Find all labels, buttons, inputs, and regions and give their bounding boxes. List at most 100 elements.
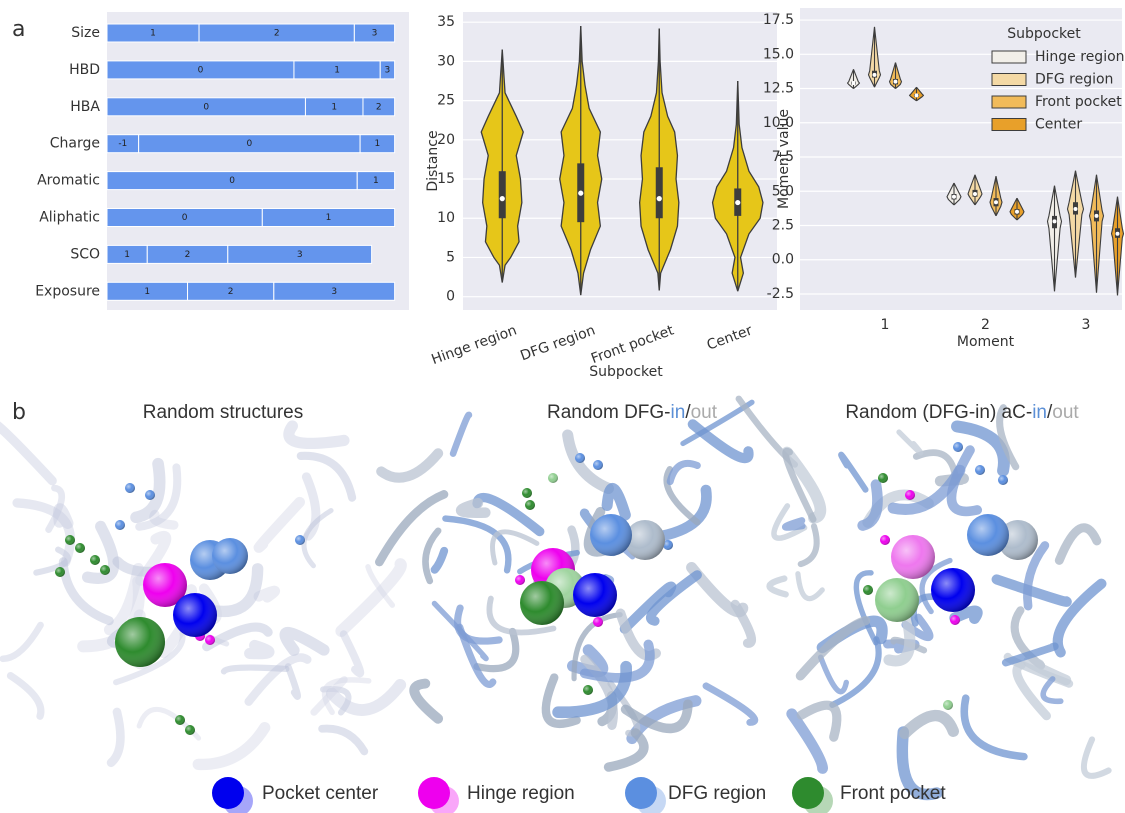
ribbon xyxy=(693,424,749,458)
ribbon xyxy=(453,415,469,454)
ribbon xyxy=(1084,739,1109,775)
segment-label: 0 xyxy=(229,176,235,186)
atom-shade xyxy=(525,500,535,510)
y-tick-label: 25 xyxy=(437,93,455,109)
y-tick-label: HBD xyxy=(69,62,100,78)
ribbon xyxy=(11,676,41,717)
ribbon xyxy=(801,526,817,564)
legend-marker xyxy=(625,777,657,809)
y-tick-label: 10 xyxy=(437,210,455,226)
atom-shade xyxy=(90,555,100,565)
atom-shade xyxy=(967,514,1009,556)
legend-label: Pocket center xyxy=(262,783,379,804)
violin-median xyxy=(657,196,662,201)
panel-title: Random DFG-in/out xyxy=(547,402,718,423)
x-tick-label: 1 xyxy=(881,317,890,333)
ribbon xyxy=(770,579,786,595)
title-part: out xyxy=(1052,402,1079,423)
legend-label: DFG region xyxy=(1035,72,1113,88)
violin-box xyxy=(656,167,663,218)
panel-title: Random (DFG-in) aC-in/out xyxy=(845,402,1079,423)
ribbon xyxy=(655,490,706,537)
ribbon xyxy=(250,645,269,653)
violin-median xyxy=(1074,207,1078,211)
atom-shade xyxy=(593,460,603,470)
y-tick-label: Charge xyxy=(50,136,100,152)
atom-shade xyxy=(55,567,65,577)
atom-shade xyxy=(875,578,919,622)
y-axis-title: Distance xyxy=(425,130,441,191)
y-tick-label: HBA xyxy=(70,99,100,115)
ribbon xyxy=(607,488,625,514)
panel-letter: b xyxy=(12,400,26,425)
ribbon xyxy=(568,435,609,488)
atom-shade xyxy=(573,573,617,617)
y-tick-label: Aromatic xyxy=(37,173,100,189)
legend-swatch xyxy=(992,119,1026,131)
ribbon xyxy=(798,574,822,599)
panel-letter: a xyxy=(12,17,25,42)
ribbon xyxy=(792,714,823,769)
atom-shade xyxy=(975,465,985,475)
title-part: in xyxy=(1032,402,1047,423)
segment-label: 2 xyxy=(376,102,382,112)
segment-label: 0 xyxy=(203,102,209,112)
violin-median xyxy=(578,191,583,196)
legend-marker xyxy=(792,777,824,809)
ribbon xyxy=(916,453,955,476)
segment-label: 1 xyxy=(331,102,337,112)
legend-marker xyxy=(212,777,244,809)
ribbon xyxy=(3,625,41,659)
ribbon xyxy=(259,502,300,547)
ribbon xyxy=(832,639,878,705)
segment-label: 1 xyxy=(124,250,130,260)
legend-label: Front pocket xyxy=(1035,94,1122,110)
atom-shade xyxy=(205,635,215,645)
ribbon xyxy=(259,591,275,598)
segment-label: 1 xyxy=(334,65,340,75)
atom-shade xyxy=(295,535,305,545)
atom-shade xyxy=(75,543,85,553)
ribbon xyxy=(821,657,847,691)
atom-shade xyxy=(891,535,935,579)
atom-shade xyxy=(185,725,195,735)
segment-label: -1 xyxy=(118,139,127,149)
x-tick-label: 3 xyxy=(1082,317,1091,333)
violin-median xyxy=(1053,219,1057,223)
violin-median xyxy=(894,80,898,84)
segment-label: 1 xyxy=(373,176,379,186)
ribbon xyxy=(609,733,644,767)
ribbon xyxy=(841,455,865,490)
segment-label: 3 xyxy=(372,29,378,39)
atom-shade xyxy=(548,473,558,483)
ribbon xyxy=(1058,584,1102,653)
segment-label: 3 xyxy=(331,287,337,297)
atom-shade xyxy=(115,520,125,530)
legend-swatch xyxy=(992,51,1026,63)
atom-shade xyxy=(593,617,603,627)
ribbon xyxy=(435,551,445,570)
violin-median xyxy=(873,73,877,77)
y-tick-label: 2.5 xyxy=(772,217,794,233)
segment-label: 1 xyxy=(144,287,150,297)
plot-background xyxy=(107,12,409,310)
segment-label: 2 xyxy=(185,250,191,260)
ribbon xyxy=(379,494,444,562)
segment-label: 0 xyxy=(198,65,204,75)
atom-shade xyxy=(173,593,217,637)
y-axis-title: Moment value xyxy=(776,109,792,209)
ribbon xyxy=(706,686,755,722)
ribbon xyxy=(787,452,820,517)
violin-median xyxy=(1015,210,1019,214)
ribbon xyxy=(0,423,52,481)
ribbon xyxy=(344,634,361,673)
x-tick-label: Hinge region xyxy=(429,322,519,368)
ribbon xyxy=(289,426,344,443)
ribbon xyxy=(461,503,485,513)
legend-label: DFG region xyxy=(668,783,766,804)
ribbon xyxy=(800,621,865,676)
violin-median xyxy=(1095,214,1099,218)
atom-shade xyxy=(520,581,564,625)
ribbon xyxy=(111,712,120,763)
legend-title: Subpocket xyxy=(1007,26,1081,42)
